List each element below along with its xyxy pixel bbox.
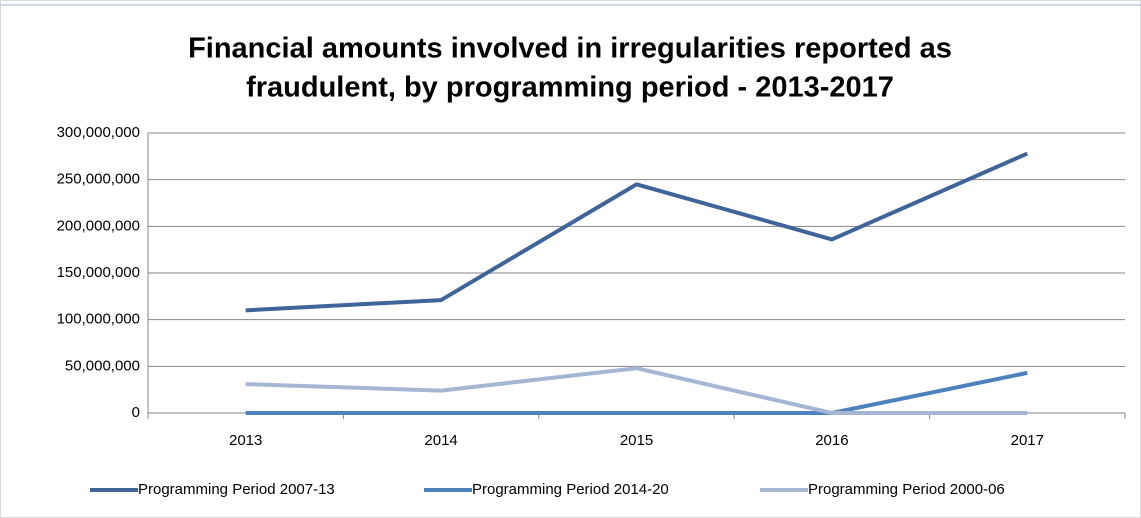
y-tick-label: 250,000,000 — [57, 171, 140, 188]
y-tick-label: 100,000,000 — [57, 311, 140, 328]
x-tick-label: 2017 — [1011, 432, 1044, 449]
legend-label: Programming Period 2014-20 — [472, 481, 669, 498]
x-tick-label: 2016 — [815, 432, 848, 449]
legend-label: Programming Period 2007-13 — [138, 481, 335, 498]
y-tick-label: 0 — [132, 404, 140, 421]
y-tick-label: 300,000,000 — [57, 124, 140, 141]
chart-title: Financial amounts involved in irregulari… — [188, 33, 952, 65]
x-tick-label: 2013 — [229, 432, 262, 449]
series-line — [245, 151, 1029, 313]
series-line — [245, 366, 1028, 415]
y-tick-label: 150,000,000 — [57, 264, 140, 281]
series-line — [245, 370, 1028, 415]
legend-label: Programming Period 2000-06 — [808, 481, 1005, 498]
y-tick-label: 50,000,000 — [65, 357, 140, 374]
x-tick-label: 2015 — [620, 432, 653, 449]
x-tick-label: 2014 — [424, 432, 457, 449]
y-tick-label: 200,000,000 — [57, 217, 140, 234]
chart-title: fraudulent, by programming period - 2013… — [246, 72, 894, 104]
